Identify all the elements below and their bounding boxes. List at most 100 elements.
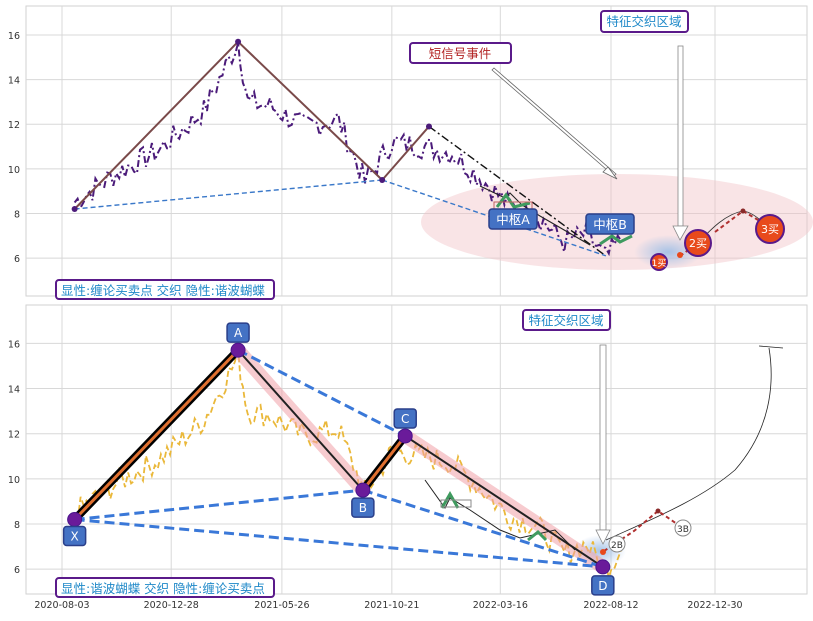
buy-point-3b-label: 3B [677, 525, 689, 535]
top-caption-text: 显性:缠论买卖点 交织 隐性:谐波蝴蝶 [61, 283, 265, 298]
harmonic-label-text: A [234, 326, 243, 340]
harmonic-dashed-AC [237, 348, 406, 438]
bottom-panel-layer: 2B 3B X A B C D [62, 322, 784, 596]
forecast-line [679, 242, 699, 257]
pivot-b-label-text: 中枢B [593, 217, 627, 232]
forecast-line [603, 509, 684, 552]
buy-marker [677, 252, 683, 258]
harmonic-point-b [355, 482, 371, 498]
y-tick-label: 12 [8, 120, 20, 131]
buy-point-2 [684, 229, 712, 257]
y-tick-label: 14 [8, 76, 20, 87]
harmonic-label-box [393, 408, 417, 429]
forecast-cap [758, 345, 784, 349]
harmonic-label-text: C [401, 412, 409, 426]
x-tick-label: 2021-10-21 [364, 600, 419, 611]
x-tick-label: 2022-03-16 [473, 600, 528, 611]
y-tick-label: 8 [14, 520, 20, 531]
short-signal-label: 短信号事件 [429, 46, 492, 61]
pivot-b-label-box [585, 213, 635, 235]
y-tick-label: 8 [14, 209, 20, 220]
y-tick-label: 16 [8, 31, 20, 42]
pivot-point [71, 206, 78, 212]
forecast-point [655, 508, 661, 514]
harmonic-point-x [67, 511, 83, 527]
harmonic-label-box [62, 525, 87, 547]
buy-point-2b-label: 2B [611, 541, 623, 551]
harmonic-label-a: A [226, 322, 250, 343]
short-signal-annotation: 短信号事件 [409, 42, 618, 180]
pivot-point [425, 123, 432, 130]
buy-point-3b [674, 519, 692, 537]
harmonic-point-d [595, 559, 611, 575]
harmonic-label-box [351, 497, 375, 518]
pivot-line [381, 179, 607, 257]
axis-labels: 6 8 10 12 14 16 6 8 10 12 14 16 2020-08-03 2020-12-28… [8, 31, 743, 611]
harmonic-dashed-XB [74, 488, 364, 521]
bottom-zone-annotation: 特征交织区域 [522, 309, 611, 545]
leg-ab [237, 349, 364, 492]
green-segment [440, 490, 460, 509]
pivot-a-label: 中枢A [488, 208, 538, 230]
harmonic-label-d: D [591, 575, 615, 596]
harmonic-label-text: X [71, 529, 79, 543]
top-zone-label: 特征交织区域 [606, 14, 681, 29]
y-tick-label: 6 [14, 565, 20, 576]
y-tick-label: 6 [14, 254, 20, 265]
y-tick-label: 16 [8, 339, 20, 350]
segment-line [479, 185, 591, 246]
pivot-a-label-box [488, 208, 538, 230]
forecast-point [740, 208, 746, 214]
pivot-a-label-text: 中枢A [496, 212, 530, 227]
harmonic-label-text: B [359, 501, 367, 515]
green-segment [599, 234, 633, 246]
pivot-point [235, 38, 242, 45]
y-tick-label: 14 [8, 385, 20, 396]
buy-point-3 [755, 214, 785, 244]
harmonic-label-text: D [598, 579, 607, 593]
price-series-line [73, 346, 622, 582]
box-marker [440, 499, 472, 508]
harmonic-label-c: C [393, 408, 417, 429]
leg-bc-core [361, 434, 407, 492]
harmonic-dashed-BD [362, 488, 604, 569]
x-tick-label: 2020-12-28 [144, 600, 199, 611]
x-tick-label: 2021-05-26 [254, 600, 309, 611]
y-tick-label: 10 [8, 165, 20, 176]
harmonic-point-a [230, 342, 246, 358]
y-tick-label: 12 [8, 430, 20, 441]
pivot-line [74, 179, 383, 210]
top-panel-layer: 中枢A 中枢B 1买 2买 3买 [71, 38, 813, 271]
harmonic-point-c [397, 428, 413, 444]
leg-xa-core [73, 348, 240, 521]
top-caption: 显性:缠论买卖点 交织 隐性:谐波蝴蝶 [55, 279, 275, 300]
top-zone-annotation: 特征交织区域 [600, 10, 689, 241]
green-segment [495, 192, 531, 209]
buy-point-2-label: 2买 [689, 237, 707, 250]
pivot-b-label: 中枢B [585, 213, 635, 235]
harmonic-label-box [226, 322, 250, 343]
harmonic-dashed-XD [74, 517, 603, 569]
harmonic-label-x: X [62, 525, 87, 547]
pivot-line [381, 125, 430, 181]
pivot-point [379, 177, 386, 183]
buy-point-2b [608, 535, 626, 553]
green-segment [527, 529, 548, 542]
pivot-line [428, 125, 607, 257]
buy-marker [600, 549, 606, 555]
segment-line [424, 479, 576, 551]
grid-lines [26, 6, 807, 594]
bottom-caption: 显性:谐波蝴蝶 交织 隐性:缠论买卖点 [55, 577, 275, 598]
x-tick-label: 2022-08-12 [583, 600, 638, 611]
x-tick-label: 2022-12-30 [687, 600, 742, 611]
pivot-line [237, 40, 383, 181]
x-tick-label: 2020-08-03 [34, 600, 89, 611]
y-tick-label: 10 [8, 475, 20, 486]
harmonic-label-b: B [351, 497, 375, 518]
buy-point-1-label: 1买 [652, 258, 667, 269]
buy-point-3-label: 3买 [761, 223, 779, 236]
bottom-zone-label: 特征交织区域 [528, 313, 603, 328]
buy-point-1 [650, 253, 668, 271]
